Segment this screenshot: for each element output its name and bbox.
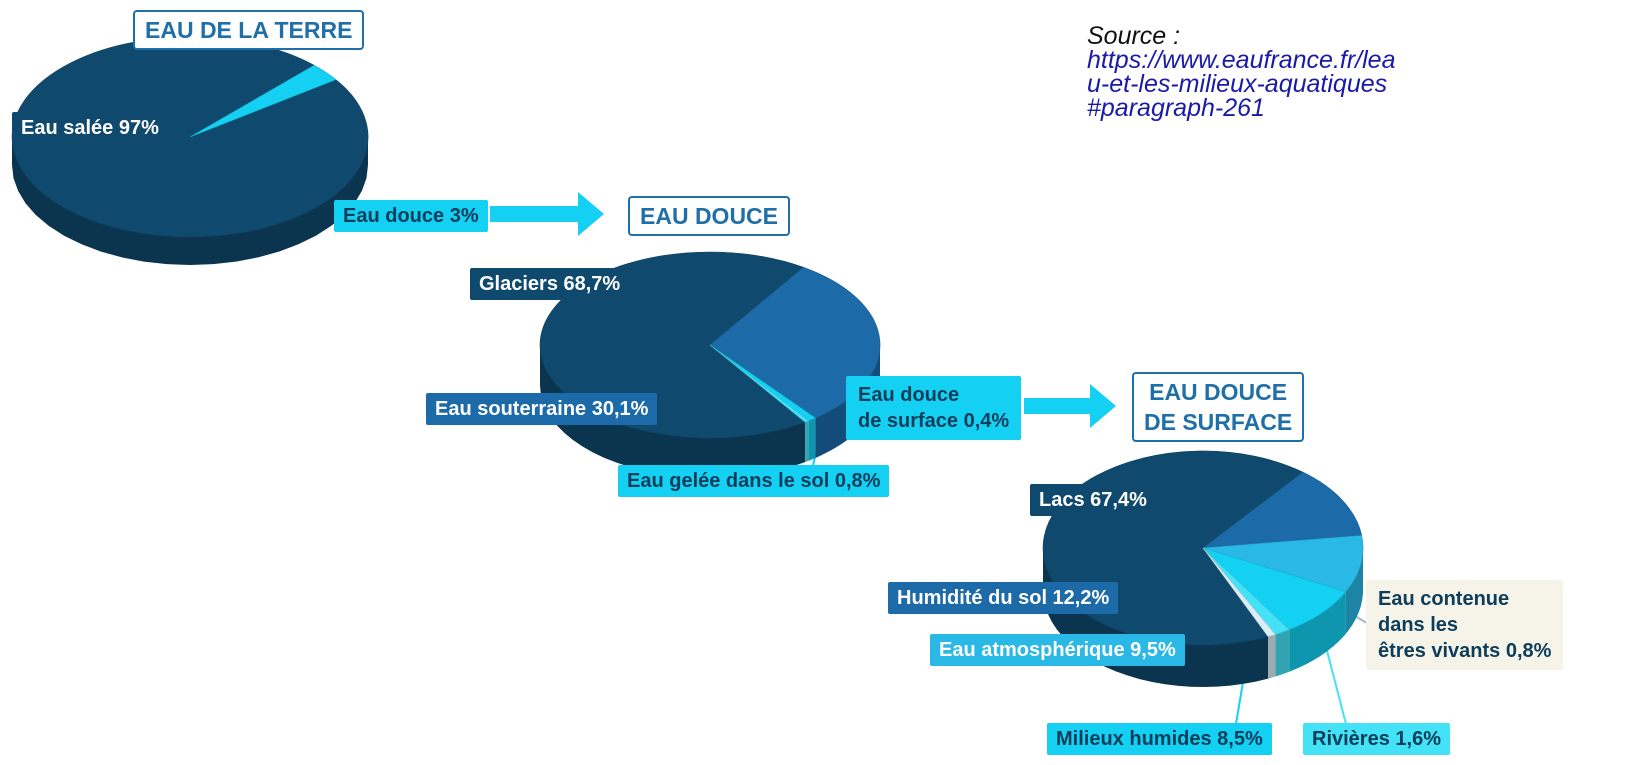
- arrow-to-eau-douce-de-surface: [1024, 384, 1116, 428]
- title-eau-de-la-terre: EAU DE LA TERRE: [133, 10, 365, 50]
- slice-humidite-du-sol: [1202, 471, 1363, 549]
- pie-eau-de-la-terre: [11, 36, 369, 265]
- title-eau-douce-de-surface: EAU DOUCE DE SURFACE: [1132, 372, 1305, 442]
- label-etres-vivants: Eau contenue dans les êtres vivants 0,8%: [1366, 580, 1564, 670]
- side-eau-atmospherique: [1345, 548, 1363, 634]
- arrow-layer: [490, 192, 1116, 428]
- title-eau-douce: EAU DOUCE: [628, 196, 791, 236]
- slice-eau-souterraine: [709, 266, 881, 419]
- source-url: https://www.eaufrance.fr/leau-et-les-mil…: [1087, 46, 1396, 122]
- source-label: Source :: [1087, 22, 1181, 50]
- slice-eau-douce: [189, 64, 337, 138]
- label-glaciers: Glaciers 68,7%: [470, 268, 630, 300]
- side-milieux-humides: [1289, 591, 1346, 672]
- label-lacs: Lacs 67,4%: [1030, 484, 1156, 516]
- side-eau-contenue-dans-les-etres-vivants: [1268, 634, 1276, 679]
- label-milieux-humides: Milieux humides 8,5%: [1047, 723, 1272, 755]
- label-eau-gelee: Eau gelée dans le sol 0,8%: [618, 465, 890, 497]
- side-eau-douce-de-surface: [805, 420, 809, 463]
- side-rivieres: [1275, 629, 1290, 677]
- label-eau-salee: Eau salée 97%: [12, 112, 168, 144]
- label-eau-douce: Eau douce 3%: [334, 200, 488, 232]
- label-eau-douce-de-surface: Eau douce de surface 0,4%: [846, 376, 1022, 440]
- label-eau-souterraine: Eau souterraine 30,1%: [426, 393, 658, 425]
- side-eau-gelee-dans-le-sol: [808, 418, 816, 461]
- label-rivieres: Rivières 1,6%: [1303, 723, 1450, 755]
- side-eau-salee: [12, 137, 368, 265]
- label-humidite-du-sol: Humidité du sol 12,2%: [888, 582, 1119, 614]
- slice-eau-atmospherique: [1202, 535, 1364, 593]
- slice-eau-contenue-dans-les-etres-vivants: [1202, 547, 1276, 637]
- slice-eau-douce-de-surface: [709, 344, 810, 423]
- slice-milieux-humides: [1202, 547, 1347, 631]
- source-note: Source : https://www.eaufrance.fr/leau-e…: [1087, 22, 1397, 122]
- label-eau-atmospherique: Eau atmosphérique 9,5%: [930, 634, 1185, 666]
- side-glaciers: [540, 345, 806, 478]
- arrow-to-eau-douce: [490, 192, 604, 236]
